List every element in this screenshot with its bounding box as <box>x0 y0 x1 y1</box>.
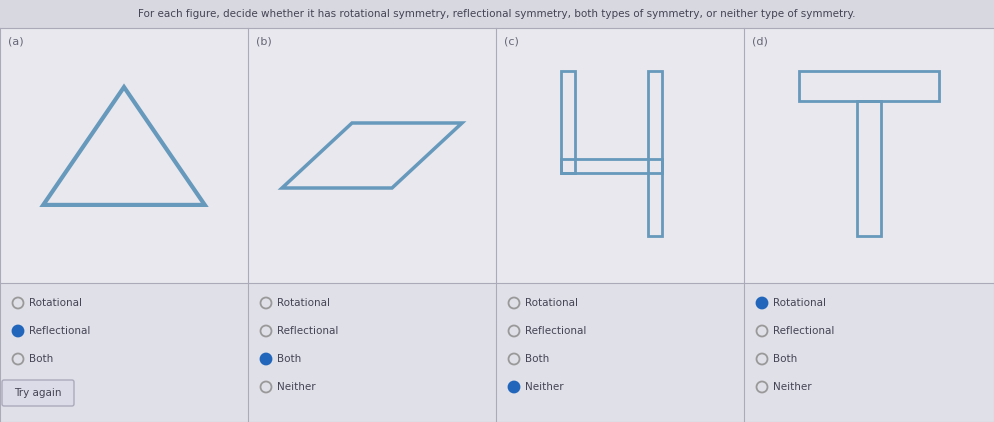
Text: Neither: Neither <box>29 382 68 392</box>
Bar <box>496 28 744 283</box>
Circle shape <box>13 325 24 336</box>
Text: Rotational: Rotational <box>525 298 578 308</box>
Bar <box>0 28 248 283</box>
FancyBboxPatch shape <box>2 380 74 406</box>
Circle shape <box>509 381 520 392</box>
Text: Neither: Neither <box>773 382 812 392</box>
Text: (d): (d) <box>752 36 768 46</box>
Bar <box>744 283 994 422</box>
Text: Reflectional: Reflectional <box>525 326 586 336</box>
Text: Reflectional: Reflectional <box>277 326 338 336</box>
Text: Neither: Neither <box>277 382 316 392</box>
Bar <box>0 283 248 422</box>
Text: (a): (a) <box>8 36 24 46</box>
Text: Reflectional: Reflectional <box>773 326 834 336</box>
Text: Both: Both <box>525 354 550 364</box>
Bar <box>0 0 994 28</box>
Text: Neither: Neither <box>525 382 564 392</box>
Text: (b): (b) <box>256 36 271 46</box>
Text: Try again: Try again <box>14 388 62 398</box>
Bar <box>248 283 496 422</box>
Text: Rotational: Rotational <box>277 298 330 308</box>
Bar <box>496 283 744 422</box>
Text: Rotational: Rotational <box>773 298 826 308</box>
Text: Both: Both <box>773 354 797 364</box>
Text: Rotational: Rotational <box>29 298 82 308</box>
Bar <box>248 28 496 283</box>
Text: Both: Both <box>277 354 301 364</box>
Text: Reflectional: Reflectional <box>29 326 90 336</box>
Text: Both: Both <box>29 354 54 364</box>
Text: For each figure, decide whether it has rotational symmetry, reflectional symmetr: For each figure, decide whether it has r… <box>138 9 856 19</box>
Text: (c): (c) <box>504 36 519 46</box>
Bar <box>744 28 994 283</box>
Circle shape <box>260 354 271 365</box>
Circle shape <box>756 298 767 308</box>
